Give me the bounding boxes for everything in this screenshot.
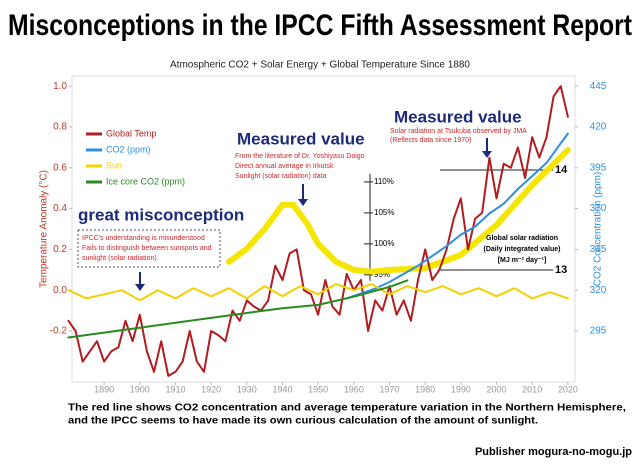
series-line: [345, 132, 569, 300]
y4-tick-label: 14: [555, 164, 568, 176]
y2-tick-label: 395: [590, 162, 607, 173]
legend-label: CO2 (ppm): [106, 144, 151, 154]
publisher: Publisher mogura-no-mogu.jp: [475, 446, 632, 458]
y-tick-label: 0.2: [53, 244, 67, 255]
y-tick-label: 0.6: [53, 162, 67, 173]
legend-label: Global Temp: [106, 128, 156, 138]
y4-tick-label: 13: [555, 264, 567, 276]
annotation-text: Sunlight (solar radiation) data: [235, 173, 327, 180]
annotation-text: Solar radiation at Tsukuba observed by J…: [390, 128, 527, 135]
x-tick-label: 1920: [201, 384, 221, 394]
y3-tick-label: 105%: [374, 208, 394, 217]
x-tick-label: 1940: [272, 384, 292, 394]
annotation-text: sunlight (solar radiation).: [82, 255, 159, 262]
x-tick-label: 1890: [94, 384, 114, 394]
annotation-heading: Measured value: [237, 129, 365, 148]
arrow: [298, 184, 308, 206]
annotation-box: [77, 229, 221, 268]
series-line: [386, 147, 571, 273]
annotation-heading: great misconception: [78, 205, 244, 224]
x-tick-label: 1970: [379, 384, 399, 394]
x-tick-label: 1900: [130, 384, 150, 394]
y-tick-label: 0.4: [53, 203, 67, 214]
y-tick-label: -0.2: [50, 326, 68, 337]
y2-axis-title: CO2 Concentration (ppm): [593, 172, 604, 287]
series-line: [67, 283, 569, 302]
y2-tick-label: 420: [590, 122, 607, 133]
x-tick-label: 2010: [522, 384, 542, 394]
x-tick-label: 1910: [165, 384, 185, 394]
x-tick-label: 1990: [451, 384, 471, 394]
annotation-text: (Daily integrated value): [483, 246, 560, 253]
x-tick-label: 1950: [308, 384, 328, 394]
arrow: [135, 272, 145, 291]
annotation-text: IPCC's understanding is misunderstood: [82, 235, 205, 242]
x-tick-label: 1930: [237, 384, 257, 394]
annotation-text: From the literature of Dr. Yoshiyasu Dai…: [235, 153, 365, 160]
y2-tick-label: 320: [590, 285, 607, 296]
y2-tick-label: 370: [590, 203, 607, 214]
y-tick-label: 0.8: [53, 122, 67, 133]
annotation-text: Direct annual average in Irkutsk: [235, 163, 334, 170]
annotation-text: [MJ m⁻² day⁻¹]: [498, 257, 547, 264]
annotation-text: Global solar radiation: [486, 235, 558, 242]
arrow: [482, 138, 492, 158]
y3-tick-label: 95%: [374, 270, 390, 279]
x-tick-label: 1980: [415, 384, 435, 394]
y2-tick-label: 295: [590, 326, 607, 337]
y2-tick-label: 445: [590, 81, 607, 92]
legend-label: Sun: [106, 160, 122, 170]
chart-title: Misconceptions in the IPCC Fifth Assessm…: [8, 9, 632, 42]
footnote: and the IPCC seems to have made its own …: [68, 416, 538, 427]
x-tick-label: 2000: [487, 384, 507, 394]
footnote: The red line shows CO2 concentration and…: [68, 403, 626, 414]
series-line: [67, 85, 569, 377]
x-tick-label: 1960: [344, 384, 364, 394]
series-line: [226, 201, 393, 275]
x-tick-label: 2020: [558, 384, 578, 394]
annotation-text: Fails to distinguish between sunspots an…: [82, 245, 212, 252]
plot-area: 1890 1900 1910 1920 1930 1940 1950 1960 1970 1980…: [50, 81, 607, 395]
y-tick-label: 0.0: [53, 285, 67, 296]
y-axis-title: Temperature Anomaly (°C): [39, 170, 50, 288]
series-line: [67, 279, 409, 339]
y3-tick-label: 110%: [374, 177, 394, 186]
chart-subtitle: Atmospheric CO2 + Solar Energy + Global …: [170, 60, 470, 71]
annotation-heading: Measured value: [394, 107, 522, 126]
plot-frame: [71, 75, 576, 383]
legend-label: Ice core CO2 (ppm): [106, 176, 185, 186]
y3-tick-label: 100%: [374, 239, 394, 248]
annotation-text: (Reflects data since 1970): [390, 137, 471, 144]
y-tick-label: 1.0: [53, 81, 67, 92]
y2-tick-label: 345: [590, 244, 607, 255]
